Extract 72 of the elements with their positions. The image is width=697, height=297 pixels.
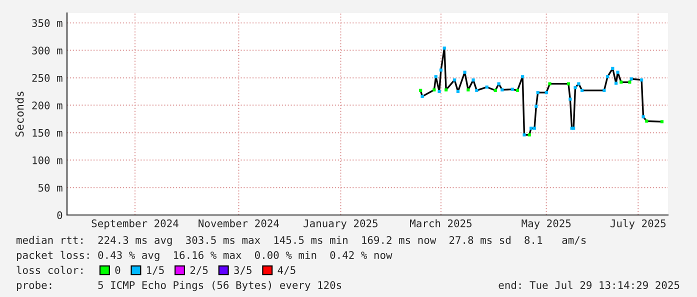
legend-title: loss color: (16, 266, 82, 274)
point (548, 82, 552, 86)
text: median rtt: 224.3 ms avg 303.5 ms max 145.5 ms min 169.2 ms now 27.8 ms sd 8.1 am/s (16, 236, 586, 246)
point (463, 70, 466, 74)
x-tick-label: July 2025 (610, 219, 666, 230)
point (568, 98, 572, 101)
legend-label: 4/5 (278, 266, 296, 275)
point (616, 70, 620, 74)
point (500, 88, 504, 92)
point (530, 126, 533, 130)
point (566, 82, 570, 86)
text: end: Tue Jul 29 13:14:29 2025 (498, 280, 680, 290)
point (521, 75, 524, 78)
point (475, 88, 478, 92)
y-tick-label: 50 m (38, 184, 62, 192)
point (536, 91, 540, 94)
point (630, 77, 633, 80)
legend-label: 3/5 (234, 266, 252, 275)
point (642, 115, 645, 118)
point (432, 88, 436, 92)
x-tick-label: November 2024 (198, 219, 279, 228)
point (577, 82, 580, 86)
point (472, 78, 475, 82)
x-tick-label: January 2025 (304, 219, 378, 230)
point (602, 88, 606, 92)
y-tick-label: 100 m (32, 156, 62, 164)
point (439, 68, 443, 72)
point (456, 90, 460, 94)
point (645, 120, 648, 123)
y-tick-label: 250 m (32, 74, 62, 82)
legend-label: 2/5 (190, 266, 208, 275)
point (419, 88, 422, 92)
point (606, 75, 610, 78)
point (660, 120, 664, 124)
x-tick-label: September 2024 (92, 219, 178, 230)
point (516, 88, 520, 92)
y-tick-label: 350 m (32, 19, 62, 28)
point (628, 80, 632, 84)
point (444, 88, 448, 92)
point (614, 82, 618, 85)
point (420, 94, 424, 98)
point (522, 133, 526, 136)
text: probe: 5 ICMP Echo Pings (56 Bytes) every 120s (16, 280, 342, 292)
point (534, 104, 538, 108)
legend-label: 1/5 (147, 266, 164, 275)
y-tick-label: 0 (57, 211, 62, 220)
x-tick-label: March 2025 (410, 219, 472, 228)
y-tick-label: 300 m (32, 46, 62, 54)
point (611, 66, 614, 70)
y-tick-label: 150 m (32, 128, 62, 137)
point (485, 86, 488, 89)
point (640, 78, 644, 82)
point (494, 88, 497, 92)
line-series (420, 47, 663, 136)
legend-label: 0 (115, 266, 120, 274)
x-tick-label: May 2025 (522, 219, 571, 230)
point (438, 90, 441, 94)
text: packet loss: 0.43 % avg 16.16 % max 0.00 % min 0.42 % now (16, 250, 392, 262)
point (453, 78, 456, 82)
point (497, 82, 500, 86)
point (510, 88, 514, 91)
point (544, 91, 548, 94)
point (442, 46, 446, 50)
point (574, 86, 577, 90)
point (466, 88, 470, 92)
point (620, 80, 623, 84)
y-tick-label: 200 m (32, 101, 62, 110)
point (528, 133, 531, 136)
point (434, 75, 438, 78)
point (532, 126, 536, 130)
point (580, 88, 584, 92)
y-axis-title: Seconds (15, 92, 24, 137)
